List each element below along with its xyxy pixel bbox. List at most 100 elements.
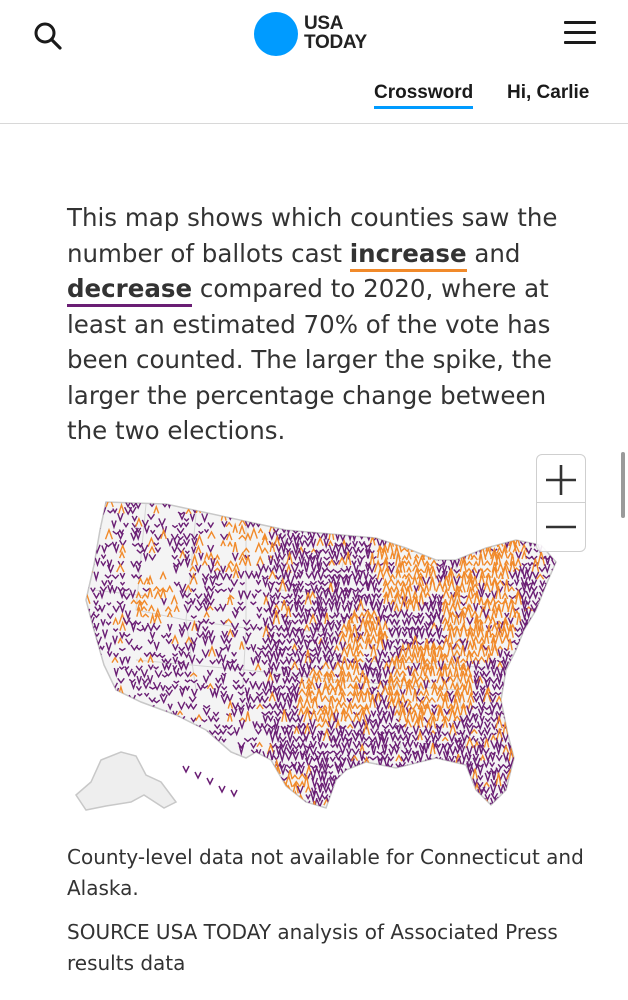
increase-spike [501, 618, 510, 632]
increase-spike [405, 559, 412, 567]
decrease-spike [429, 638, 436, 645]
decrease-spike [446, 527, 455, 535]
increase-spike [441, 652, 449, 658]
decrease-spike [292, 743, 301, 750]
increase-spike [381, 684, 389, 696]
decrease-spike [233, 607, 240, 614]
decrease-spike [173, 680, 180, 684]
decrease-spike [244, 507, 253, 515]
decrease-spike [130, 622, 137, 633]
decrease-spike [309, 656, 317, 664]
decrease-spike [87, 546, 95, 555]
increase-spike [261, 795, 269, 800]
decrease-spike [338, 725, 346, 738]
increase-spike [495, 604, 503, 618]
increase-spike [435, 761, 442, 773]
decrease-spike [543, 657, 552, 665]
decrease-spike [370, 797, 377, 808]
decrease-spike [382, 679, 389, 684]
increase-spike [399, 692, 406, 703]
decrease-spike [292, 637, 301, 646]
decrease-spike [184, 550, 190, 555]
decrease-spike [231, 658, 238, 664]
decrease-spike [520, 807, 529, 808]
decrease-spike [520, 527, 526, 535]
decrease-spike [86, 745, 90, 750]
decrease-spike [86, 660, 90, 665]
decrease-spike [219, 603, 227, 613]
decrease-spike [117, 532, 124, 541]
decrease-spike [124, 610, 132, 620]
decrease-spike [423, 622, 432, 632]
zoom-in-button[interactable] [537, 455, 585, 503]
decrease-spike [515, 721, 522, 729]
decrease-spike [332, 788, 340, 794]
decrease-spike [284, 752, 293, 762]
increase-label: increase [349, 238, 467, 272]
decrease-spike [326, 632, 334, 639]
increase-spike [206, 605, 214, 611]
increase-spike [207, 530, 216, 539]
increase-spike [116, 563, 125, 573]
decrease-spike [380, 731, 389, 744]
menu-button[interactable] [562, 18, 598, 48]
increase-spike [405, 708, 414, 723]
decrease-spike [394, 610, 402, 619]
increase-spike [473, 622, 479, 637]
decrease-spike [134, 714, 143, 725]
increase-spike [268, 569, 277, 580]
decrease-spike [298, 502, 307, 510]
decrease-spike [508, 704, 515, 710]
decrease-spike [334, 792, 341, 801]
increase-spike [284, 773, 293, 788]
decrease-spike [207, 736, 215, 743]
nav-link-crossword[interactable]: Crossword [374, 82, 474, 109]
decrease-spike [363, 801, 372, 808]
increase-spike [238, 523, 246, 535]
decrease-spike [183, 803, 190, 808]
increase-spike [351, 624, 359, 639]
decrease-spike [233, 504, 239, 509]
decrease-spike [507, 717, 516, 731]
decrease-spike [465, 725, 474, 737]
decrease-spike [141, 678, 149, 684]
increase-spike [185, 508, 192, 515]
decrease-spike [310, 538, 317, 550]
decrease-spike [496, 520, 503, 530]
decrease-spike [453, 518, 461, 530]
page-scrollbar[interactable] [621, 452, 625, 518]
usa-today-logo[interactable]: USA TODAY [254, 12, 384, 58]
increase-spike [453, 625, 462, 638]
decrease-spike [521, 779, 529, 790]
decrease-spike [544, 555, 551, 565]
increase-spike [322, 709, 330, 722]
decrease-spike [172, 562, 180, 568]
decrease-spike [273, 718, 280, 731]
decrease-spike [174, 715, 180, 725]
increase-spike [448, 706, 457, 721]
increase-spike [369, 623, 378, 637]
decrease-spike [287, 688, 295, 697]
decrease-spike [161, 674, 168, 678]
user-greeting[interactable]: Hi, Carlie [507, 82, 590, 103]
increase-spike [447, 642, 454, 657]
decrease-spike [231, 629, 239, 639]
decrease-spike [95, 681, 103, 691]
increase-spike [542, 791, 552, 806]
decrease-spike [532, 756, 540, 762]
decrease-spike [285, 540, 293, 547]
increase-spike [483, 781, 490, 788]
decrease-spike [104, 574, 112, 579]
search-button[interactable] [28, 16, 68, 56]
increase-spike [460, 702, 467, 709]
decrease-spike [544, 646, 551, 659]
increase-spike [364, 620, 371, 631]
increase-spike [524, 515, 533, 520]
county-spike-map[interactable] [36, 490, 566, 820]
decrease-spike [278, 553, 287, 561]
decrease-spike [381, 774, 387, 782]
increase-spike [478, 553, 484, 566]
increase-spike [491, 566, 498, 578]
zoom-out-button[interactable] [537, 503, 585, 551]
decrease-spike [518, 507, 527, 514]
